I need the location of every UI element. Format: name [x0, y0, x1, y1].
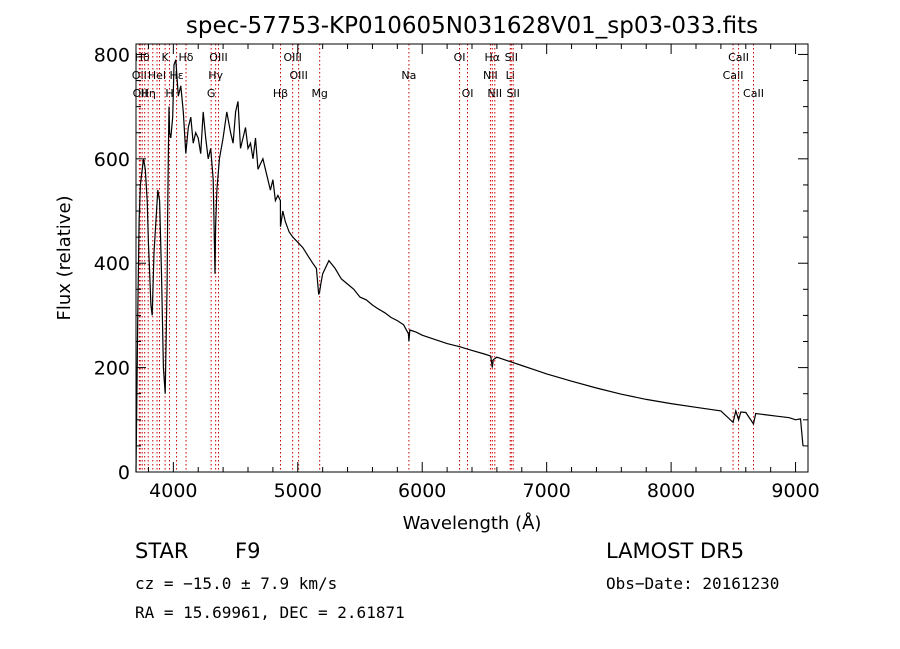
marker-label: Mg — [311, 87, 327, 100]
x-tick-label: 4000 — [149, 480, 197, 502]
marker-label: OIII — [209, 51, 227, 64]
marker-label: NII — [487, 87, 502, 100]
spectral-line-markers: OIIOIIHθHηHeIKHHεHδGHγOIIIHβOIIIOIIIMgNa… — [132, 44, 764, 472]
marker-label: OI — [454, 51, 466, 64]
object-subclass: F9 — [235, 539, 261, 563]
observation-date: Obs−Date: 20161230 — [606, 574, 780, 593]
y-tick-label: 400 — [94, 253, 130, 275]
marker-label: Hα — [485, 51, 501, 64]
marker-label: H — [165, 87, 173, 100]
redshift-cz: cz = −15.0 ± 7.9 km/s — [135, 574, 338, 593]
x-tick-label: 8000 — [647, 480, 695, 502]
marker-label: Na — [401, 69, 416, 82]
marker-label: CaII — [723, 69, 744, 82]
marker-label: Hθ — [135, 51, 150, 64]
marker-label: Hδ — [179, 51, 194, 64]
marker-label: Hγ — [208, 69, 223, 82]
marker-label: K — [162, 51, 170, 64]
marker-label: HeI — [148, 69, 166, 82]
chart-title: spec-57753-KP010605N031628V01_sp03-033.f… — [186, 13, 758, 39]
survey-name: LAMOST DR5 — [606, 539, 745, 563]
y-tick-label: 600 — [94, 149, 130, 171]
spectrum-line — [135, 59, 804, 473]
marker-label: Li — [506, 69, 515, 82]
y-tick-label: 800 — [94, 44, 130, 66]
marker-label: G — [207, 87, 216, 100]
y-tick-label: 0 — [118, 462, 130, 484]
marker-label: SII — [506, 87, 519, 100]
x-axis-label: Wavelength (Å) — [403, 512, 542, 534]
y-tick-label: 200 — [94, 358, 130, 380]
marker-label: OIII — [283, 51, 301, 64]
x-tick-label: 5000 — [274, 480, 322, 502]
x-tick-label: 7000 — [522, 480, 570, 502]
marker-label: Hη — [141, 87, 156, 100]
marker-label: OI — [462, 87, 474, 100]
ra-dec-coordinates: RA = 15.69961, DEC = 2.61871 — [135, 603, 405, 622]
object-class: STAR — [135, 539, 189, 563]
y-axis-label: Flux (relative) — [54, 195, 75, 320]
marker-label: OIII — [289, 69, 307, 82]
marker-label: CaII — [728, 51, 749, 64]
marker-label: NII — [483, 69, 498, 82]
marker-label: SII — [505, 51, 518, 64]
x-tick-label: 6000 — [398, 480, 446, 502]
marker-label: CaII — [743, 87, 764, 100]
axes: 4000 5000 6000 7000 8000 9000 0 200 400 600 800 — [94, 44, 820, 502]
x-tick-label: 9000 — [771, 480, 819, 502]
marker-label: Hβ — [273, 87, 288, 100]
